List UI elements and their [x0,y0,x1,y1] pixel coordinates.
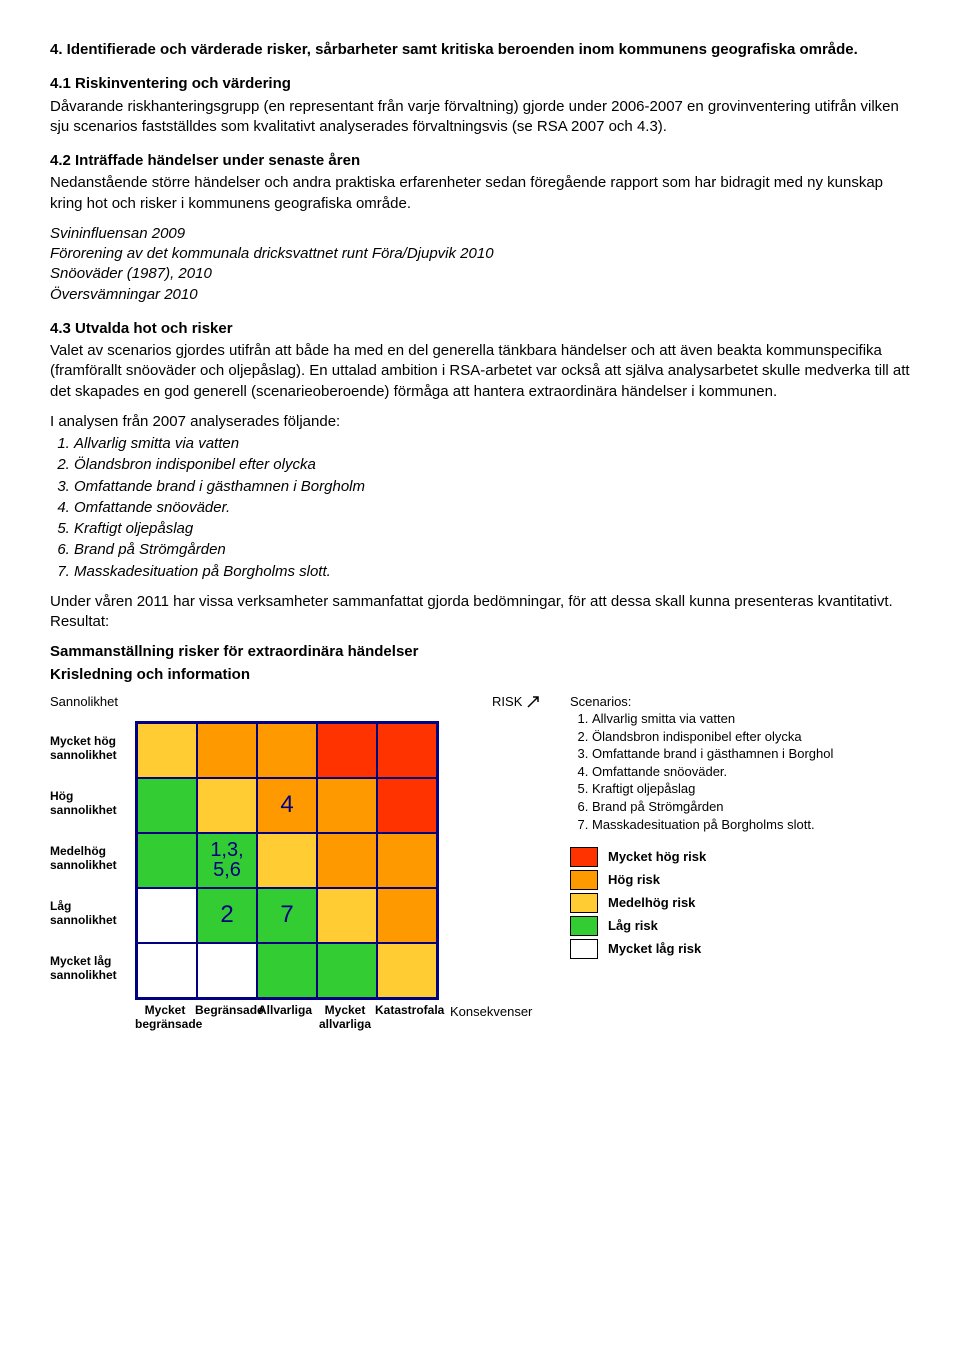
risk-cell [317,778,377,833]
legend-label: Hög risk [608,871,660,889]
legend-row: Låg risk [570,916,910,936]
risk-cell [317,888,377,943]
risk-cell [377,888,437,943]
legend-swatch [570,847,598,867]
y-label: Mycket låg sannolikhet [50,941,128,996]
x-label: Katastrofala [375,1003,435,1032]
risk-cell [377,723,437,778]
section-4-2-events: Svininfluensan 2009Förorening av det kom… [50,224,910,305]
legend-label: Mycket låg risk [608,940,701,958]
risk-cell [137,778,197,833]
section-4-2-text: Nedanstående större händelser och andra … [50,173,910,214]
legend-swatch [570,916,598,936]
risk-cell [197,778,257,833]
chart-side-panel: Scenarios: Allvarlig smitta via vattenÖl… [570,693,910,962]
legend-swatch [570,870,598,890]
scenario-item: Allvarlig smitta via vatten [592,710,910,728]
scenario-item: Brand på Strömgården [592,798,910,816]
risk-matrix: Sannolikhet RISK Mycket hög sannolikhetH… [50,693,550,1053]
x-axis-labels: Mycket begränsadeBegränsadeAllvarligaMyc… [135,1003,435,1032]
risk-chart: Sammanställning risker för extraordinära… [50,642,910,1053]
risk-cell [137,833,197,888]
scenario-item: Omfattande brand i gästhamnen i Borghol [592,745,910,763]
legend-label: Medelhög risk [608,894,695,912]
risk-cell [377,833,437,888]
scenarios-block: Scenarios: Allvarlig smitta via vattenÖl… [570,693,910,833]
x-label: Begränsade [195,1003,255,1032]
y-label: Låg sannolikhet [50,886,128,941]
risk-cell [137,943,197,998]
risk-cell [257,723,317,778]
legend-row: Mycket hög risk [570,847,910,867]
scenarios-list: Allvarlig smitta via vattenÖlandsbron in… [592,710,910,833]
scenario-item: Masskadesituation på Borgholms slott. [592,816,910,834]
risk-cell [377,778,437,833]
scenario-item: Omfattande snöoväder. [592,763,910,781]
list-item: Allvarlig smitta via vatten [74,434,910,454]
list-item: Omfattande brand i gästhamnen i Borgholm [74,477,910,497]
section-4-3-list: Allvarlig smitta via vattenÖlandsbron in… [74,434,910,582]
risk-cell [317,943,377,998]
risk-legend: Mycket hög risk Hög risk Medelhög risk Låg … [570,847,910,959]
risk-arrow-label: RISK [492,693,540,711]
list-item: Masskadesituation på Borgholms slott. [74,562,910,582]
section-4-3-heading: 4.3 Utvalda hot och risker [50,319,910,339]
scenarios-title: Scenarios: [570,693,910,711]
legend-row: Medelhög risk [570,893,910,913]
chart-title-1: Sammanställning risker för extraordinära… [50,642,910,662]
risk-cell: 7 [257,888,317,943]
risk-label-text: RISK [492,694,522,709]
risk-cell: 2 [197,888,257,943]
section-4-heading: 4. Identifierade och värderade risker, s… [50,40,910,60]
legend-label: Mycket hög risk [608,848,706,866]
risk-cell [197,943,257,998]
y-label: Hög sannolikhet [50,776,128,831]
list-item: Brand på Strömgården [74,540,910,560]
y-label: Medelhög sannolikhet [50,831,128,886]
risk-cell [257,833,317,888]
scenario-item: Ölandsbron indisponibel efter olycka [592,728,910,746]
y-axis-title: Sannolikhet [50,693,118,711]
risk-cell [137,888,197,943]
y-label: Mycket hög sannolikhet [50,721,128,776]
section-4-3-p1: Valet av scenarios gjordes utifrån att b… [50,341,910,402]
section-4-3-p2: I analysen från 2007 analyserades följan… [50,412,910,432]
risk-grid: 41,3, 5,627 [135,721,439,1000]
section-4-2-heading: 4.2 Inträffade händelser under senaste å… [50,151,910,171]
risk-cell [197,723,257,778]
list-item: Ölandsbron indisponibel efter olycka [74,455,910,475]
list-item: Kraftigt oljepåslag [74,519,910,539]
x-label: Mycket begränsade [135,1003,195,1032]
section-4-1-heading: 4.1 Riskinventering och värdering [50,74,910,94]
risk-cell [317,833,377,888]
scenario-item: Kraftigt oljepåslag [592,780,910,798]
legend-row: Mycket låg risk [570,939,910,959]
chart-title-2: Krisledning och information [50,665,910,685]
legend-swatch [570,939,598,959]
risk-cell [377,943,437,998]
risk-cell [257,943,317,998]
risk-cell: 1,3, 5,6 [197,833,257,888]
risk-cell [137,723,197,778]
x-label: Allvarliga [255,1003,315,1032]
section-4-3-p3: Under våren 2011 har vissa verksamheter … [50,592,910,633]
legend-row: Hög risk [570,870,910,890]
x-axis-title: Konsekvenser [450,1003,532,1021]
x-label: Mycket allvarliga [315,1003,375,1032]
list-item: Omfattande snöoväder. [74,498,910,518]
section-4-1-text: Dåvarande riskhanteringsgrupp (en repres… [50,97,910,138]
y-axis-labels: Mycket hög sannolikhetHög sannolikhetMed… [50,721,128,996]
legend-swatch [570,893,598,913]
risk-cell [317,723,377,778]
risk-cell: 4 [257,778,317,833]
legend-label: Låg risk [608,917,658,935]
